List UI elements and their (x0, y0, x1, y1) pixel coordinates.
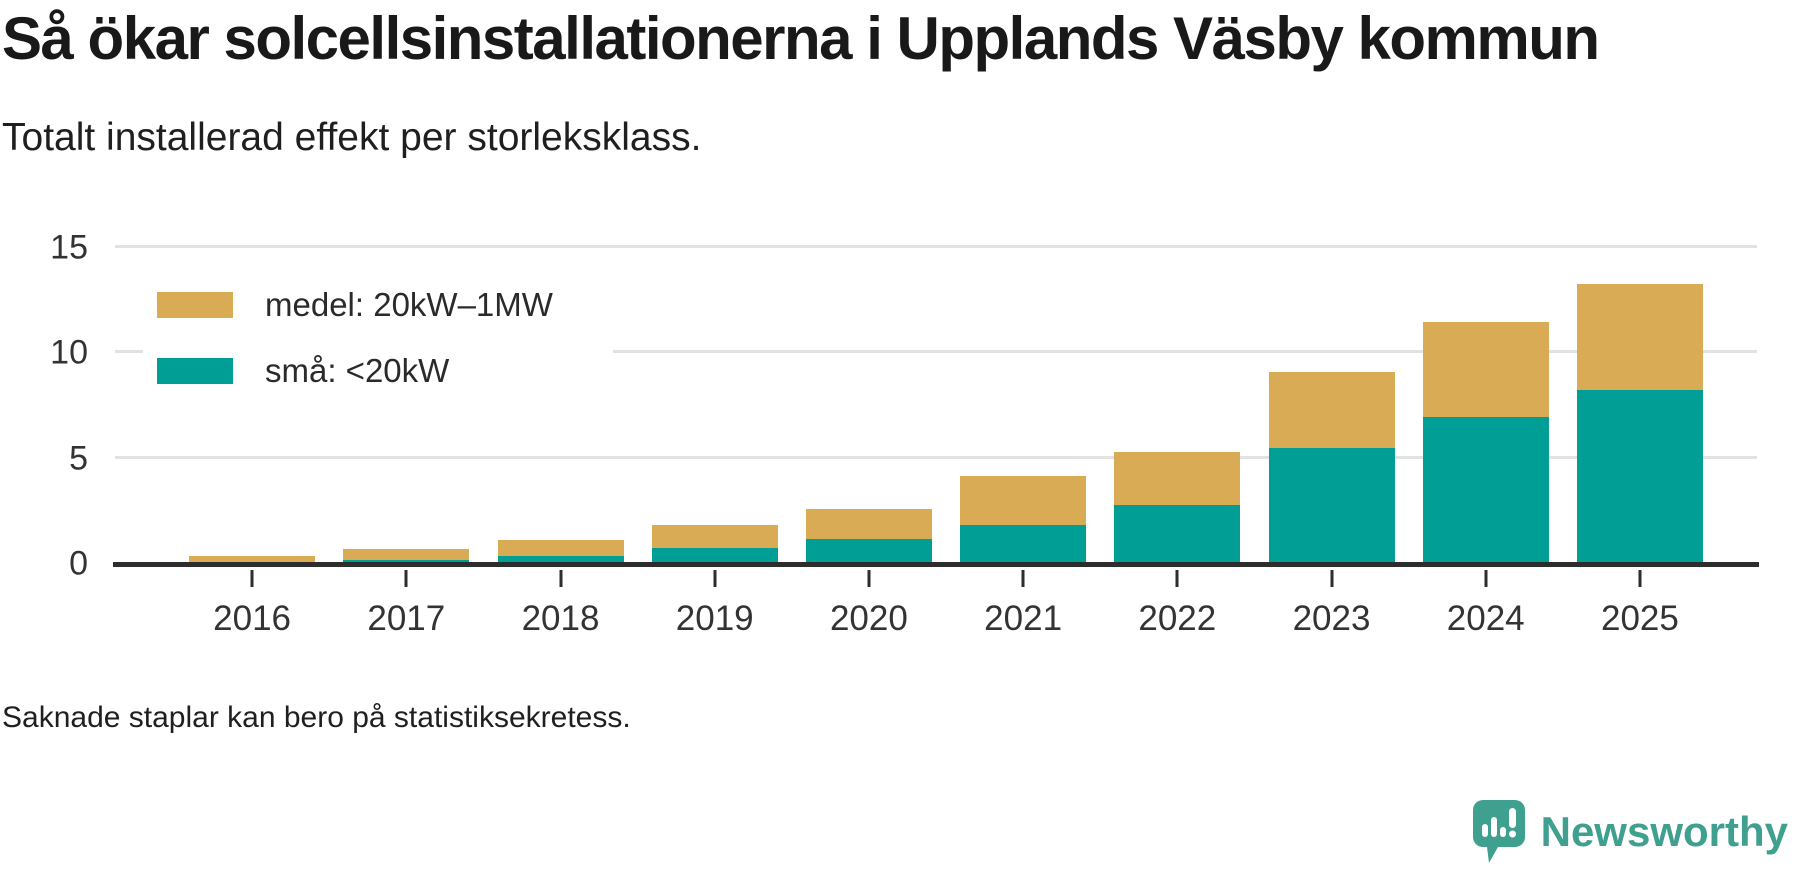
x-tick-label: 2018 (521, 599, 600, 638)
x-axis-tick (1330, 570, 1334, 587)
y-tick-label: 15 (50, 228, 88, 266)
y-tick-label: 5 (69, 439, 88, 477)
x-tick-label: 2020 (829, 599, 908, 638)
bar-stack (343, 549, 470, 564)
bar-row: 2016 2017 2018 2019 2020 2021 2022 2023 2024 2025 (115, 210, 1757, 638)
footer-note: Saknade staplar kan bero på statistiksek… (2, 701, 631, 734)
bar-group-2018: 2018 (483, 210, 637, 638)
x-axis-tick (713, 570, 717, 587)
x-tick-label: 2022 (1138, 599, 1217, 638)
x-tick-label: 2024 (1446, 599, 1525, 638)
bar-segment (960, 476, 1087, 525)
bar-group-2020: 2020 (792, 210, 946, 638)
bar-segment (1576, 284, 1703, 390)
bar-stack (1422, 322, 1549, 564)
x-axis-tick (404, 570, 408, 587)
bar-stack (651, 524, 778, 564)
bar-segment (651, 524, 778, 549)
bar-group-2025: 2025 (1563, 210, 1717, 638)
chart-title: Så ökar solcellsinstallationerna i Uppla… (2, 5, 1600, 72)
bar-segment (1268, 372, 1395, 448)
legend-label-sma: små: <20kW (265, 352, 450, 389)
bar-segment (343, 559, 470, 564)
x-axis-tick (867, 570, 871, 587)
x-axis-tick (559, 570, 562, 587)
gridline (115, 350, 1757, 353)
bar-stack (1576, 284, 1703, 564)
x-tick-label: 2023 (1292, 599, 1371, 638)
bar-stack (189, 555, 316, 564)
x-axis-tick (250, 570, 254, 587)
x-tick-label: 2021 (984, 599, 1063, 638)
y-tick-label: 0 (69, 544, 88, 583)
legend-swatch-sma (157, 358, 233, 384)
x-axis-tick (1021, 570, 1025, 587)
bar-group-2023: 2023 (1254, 210, 1408, 638)
bar-stack (1268, 372, 1395, 564)
gridline (115, 455, 1757, 459)
bar-stack (1114, 452, 1241, 564)
x-tick-label: 2017 (367, 599, 446, 638)
gridline (115, 244, 1757, 248)
x-axis-tick (1175, 570, 1179, 587)
bar-group-2021: 2021 (946, 210, 1100, 638)
bar-segment (1422, 322, 1549, 418)
bar-segment (1114, 504, 1241, 564)
bar-group-2017: 2017 (329, 210, 483, 638)
plot-area: medel: 20kW–1MW små: <20kW 2016 2017 2018 2… (115, 210, 1757, 638)
bar-segment (343, 549, 470, 560)
x-tick-label: 2016 (213, 599, 292, 638)
x-tick-label: 2019 (675, 599, 754, 638)
bar-segment (1114, 452, 1241, 505)
x-tick-label: 2025 (1600, 599, 1679, 638)
bar-segment (1422, 417, 1549, 564)
legend-label-medel: medel: 20kW–1MW (265, 286, 553, 323)
bar-group-2016: 2016 (175, 210, 329, 638)
legend-item-medel: medel: 20kW–1MW (157, 286, 553, 324)
bar-group-2019: 2019 (638, 210, 792, 638)
bar-stack (960, 476, 1087, 564)
x-axis-tick (1638, 570, 1642, 587)
brand-name: Newsworthy (1540, 808, 1788, 855)
bar-segment (189, 555, 316, 564)
bar-group-2024: 2024 (1409, 210, 1563, 638)
legend: medel: 20kW–1MW små: <20kW (143, 272, 613, 404)
y-tick-label: 10 (50, 333, 88, 372)
legend-item-sma: små: <20kW (157, 352, 553, 390)
brand-logo: Newsworthy (1472, 800, 1788, 864)
legend-swatch-medel (157, 292, 233, 318)
bar-segment (1268, 447, 1395, 564)
chart-subtitle: Totalt installerad effekt per storlekskl… (2, 116, 702, 159)
bar-segment (497, 539, 624, 556)
bar-segment (497, 555, 624, 564)
newsworthy-speech-bubble-chart-icon (1472, 800, 1525, 863)
bar-segment (805, 538, 932, 564)
x-axis-line (113, 562, 1759, 567)
bar-segment (960, 524, 1087, 564)
bar-segment (1576, 389, 1703, 564)
bar-group-2022: 2022 (1100, 210, 1254, 638)
x-axis-tick (1484, 570, 1488, 587)
bar-stack (497, 539, 624, 564)
bar-segment (651, 548, 778, 564)
bar-segment (805, 509, 932, 539)
bar-stack (805, 509, 932, 564)
